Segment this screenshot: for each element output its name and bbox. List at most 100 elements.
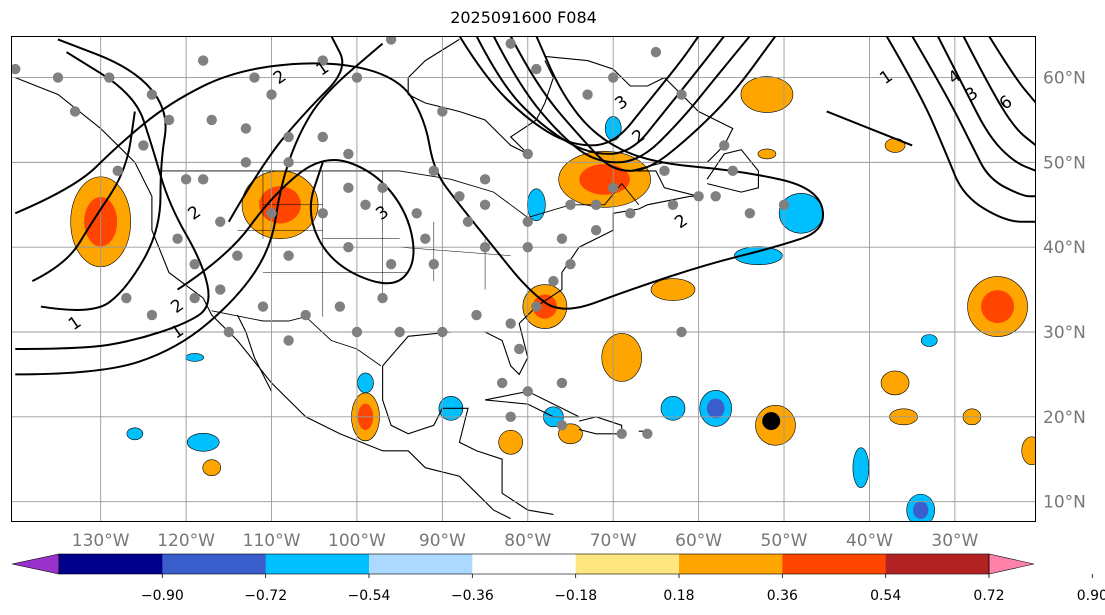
station-marker [343, 148, 354, 160]
colorbar-tick-label: 0.18 [663, 588, 694, 604]
longitude-label: 50°W [761, 531, 808, 551]
station-marker [121, 292, 132, 304]
station-marker [505, 411, 516, 423]
anomaly-blob [186, 432, 220, 452]
height-contour [15, 51, 210, 350]
longitude-label: 120°W [157, 531, 215, 551]
station-marker [317, 208, 328, 219]
coastline [382, 365, 554, 515]
colorbar-outline [58, 553, 990, 575]
colorbar-tick-label: −0.90 [141, 588, 184, 604]
height-contour [911, 36, 1036, 198]
station-marker [283, 131, 294, 143]
longitude-label: 110°W [243, 531, 301, 551]
colorbar-tick-label: −0.54 [348, 588, 391, 604]
station-marker [659, 165, 670, 177]
station-marker [146, 89, 158, 100]
anomaly-blob [734, 246, 783, 265]
station-marker [505, 318, 516, 329]
station-marker [676, 89, 687, 100]
station-marker [642, 428, 653, 439]
colorbar: −0.90 −0.72 −0.54 −0.36 −0.18 0.18 0.36 0.54 0.7… [11, 553, 1105, 604]
station-marker [385, 36, 397, 45]
station-marker [565, 199, 576, 210]
station-marker [411, 208, 422, 219]
anomaly-blob [740, 76, 794, 113]
station-marker [462, 216, 474, 227]
station-marker [522, 148, 533, 160]
station-marker [394, 326, 405, 338]
station-marker [351, 72, 363, 83]
station-marker [334, 301, 346, 312]
station-marker [343, 241, 354, 253]
longitude-labels: 130°W 120°W 110°W 100°W 90°W 80°W 70°W 60°W 50°W… [72, 531, 979, 551]
longitude-label: 60°W [675, 531, 722, 551]
station-marker [215, 216, 226, 227]
anomaly-blob [126, 427, 144, 441]
height-contour [936, 36, 1036, 172]
station-marker [215, 284, 226, 295]
station-marker [428, 165, 440, 177]
colorbar-segment [782, 554, 887, 574]
anomaly-blob [660, 396, 686, 421]
station-marker [11, 63, 21, 75]
station-marker [548, 275, 559, 287]
height-contour [988, 36, 1036, 104]
colorbar-tick-label: 0.36 [767, 588, 798, 604]
height-contour [227, 36, 344, 223]
colorbar-segments [11, 553, 1035, 575]
height-contour [826, 110, 913, 147]
station-marker [257, 301, 269, 312]
latitude-label: 60°N [1043, 69, 1086, 89]
latitude-label: 10°N [1043, 493, 1086, 513]
colorbar-tick-label: 0.54 [870, 588, 901, 604]
longitude-label: 100°W [328, 531, 386, 551]
coastline [382, 55, 734, 376]
station-marker [428, 258, 440, 270]
anomaly-blob [650, 278, 696, 301]
colorbar-segment [679, 554, 783, 574]
height-contour [492, 36, 751, 164]
contour-layer [14, 36, 1036, 376]
station-marker [206, 114, 217, 126]
colorbar-extend-low [11, 553, 60, 575]
station-marker [479, 174, 491, 185]
station-marker [778, 199, 790, 210]
station-marker [385, 258, 397, 270]
height-contour [15, 42, 384, 376]
station-marker [607, 182, 619, 194]
station-marker [232, 250, 243, 261]
station-marker [522, 386, 533, 397]
station-marker [531, 301, 542, 312]
station-marker [522, 241, 533, 253]
height-contour [885, 36, 1036, 223]
latitude-label: 30°N [1043, 323, 1086, 343]
longitude-label: 80°W [504, 531, 551, 551]
anomaly-blob [912, 501, 929, 519]
height-contour [458, 36, 700, 147]
station-marker [437, 106, 448, 117]
anomaly-blob [757, 148, 777, 160]
station-marker [52, 72, 64, 83]
colorbar-tick-label: 0.90 [1077, 588, 1105, 604]
station-marker [266, 89, 277, 100]
station-marker [454, 191, 465, 202]
station-marker [180, 174, 192, 185]
colorbar-tick-label: −0.36 [451, 588, 494, 604]
height-contour [962, 36, 1036, 147]
colorbar-segment [59, 554, 163, 574]
coastline [407, 38, 554, 155]
longitude-label: 30°W [931, 531, 978, 551]
station-marker [582, 89, 593, 100]
station-marker [223, 326, 235, 338]
station-marker [197, 174, 209, 185]
station-marker [556, 420, 568, 431]
station-marker [300, 309, 311, 321]
station-marker [317, 55, 328, 66]
station-marker [676, 326, 687, 338]
colorbar-segment [369, 554, 473, 574]
station-marker [727, 165, 738, 177]
station-marker [360, 199, 371, 210]
colorbar-tick-label: −0.18 [554, 588, 597, 604]
map-background [11, 36, 1036, 522]
